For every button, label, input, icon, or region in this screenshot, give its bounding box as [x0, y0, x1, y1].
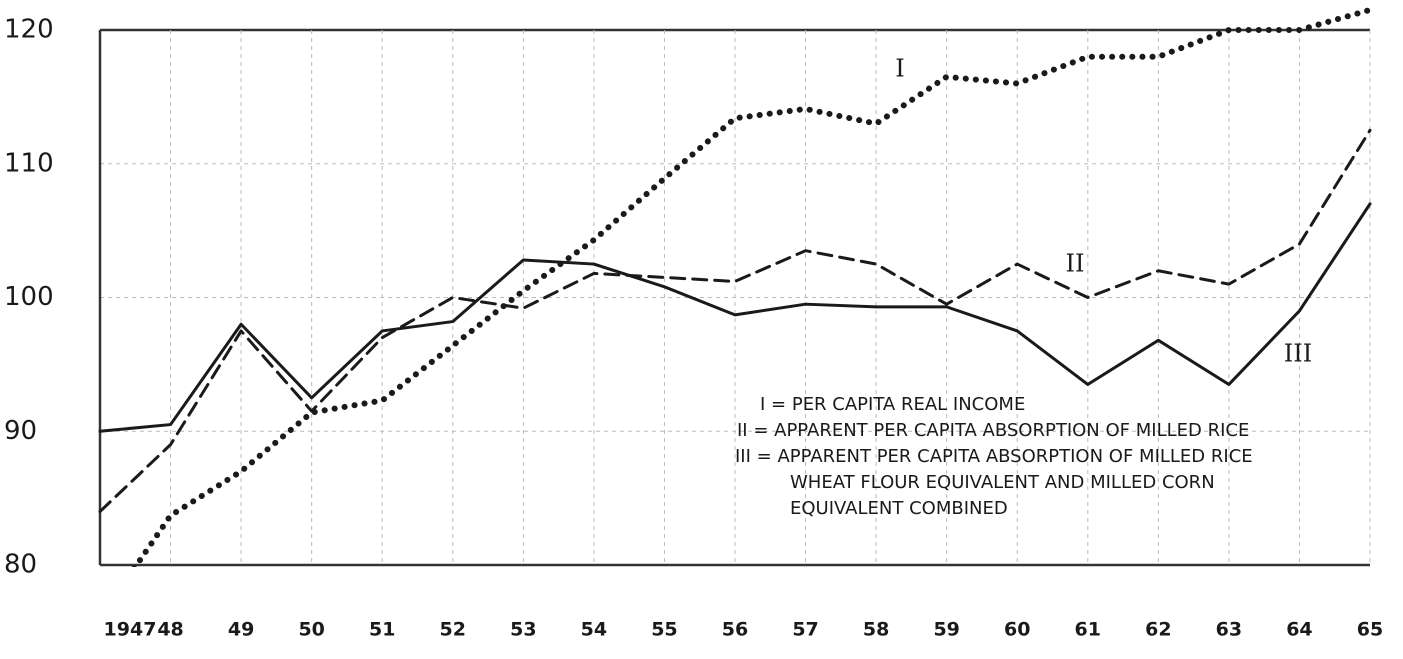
y-tick-label: 100 [4, 282, 54, 312]
x-tick-label: 65 [1357, 619, 1383, 641]
x-tick-label: 55 [651, 619, 677, 641]
y-tick-label: 120 [4, 15, 54, 45]
series-line [98, 202, 1372, 433]
series-label: III [1284, 340, 1312, 368]
legend-text: II = APPARENT PER CAPITA ABSORPTION OF M… [737, 420, 1249, 441]
x-tick-label: 52 [440, 619, 466, 641]
x-tick-label: 56 [722, 619, 748, 641]
x-tick-label: 58 [863, 619, 889, 641]
x-tick-label: 64 [1286, 619, 1312, 641]
legend-text: I = PER CAPITA REAL INCOME [760, 394, 1025, 415]
x-tick-label: 48 [157, 619, 183, 641]
series-label: I [895, 55, 904, 83]
x-tick-label: 57 [792, 619, 818, 641]
series-line [98, 128, 1372, 513]
legend-text: WHEAT FLOUR EQUIVALENT AND MILLED CORN [790, 472, 1215, 493]
x-tick-label: 49 [228, 619, 254, 641]
x-tick-label: 59 [933, 619, 959, 641]
y-tick-label: 110 [4, 148, 54, 178]
x-tick-label: 54 [581, 619, 607, 641]
x-tick-label: 60 [1004, 619, 1030, 641]
legend-text: III = APPARENT PER CAPITA ABSORPTION OF … [735, 446, 1253, 467]
x-tick-label: 1947 [104, 619, 157, 641]
legend-text: EQUIVALENT COMBINED [790, 498, 1008, 519]
x-tick-label: 50 [298, 619, 324, 641]
y-tick-label: 90 [4, 416, 37, 446]
x-tick-label: 63 [1216, 619, 1242, 641]
series-label: II [1066, 250, 1085, 278]
x-tick-label: 61 [1075, 619, 1101, 641]
x-tick-label: 53 [510, 619, 536, 641]
x-tick-label: 62 [1145, 619, 1171, 641]
x-tick-label: 51 [369, 619, 395, 641]
y-tick-label: 80 [4, 550, 37, 580]
lines [98, 6, 1373, 567]
